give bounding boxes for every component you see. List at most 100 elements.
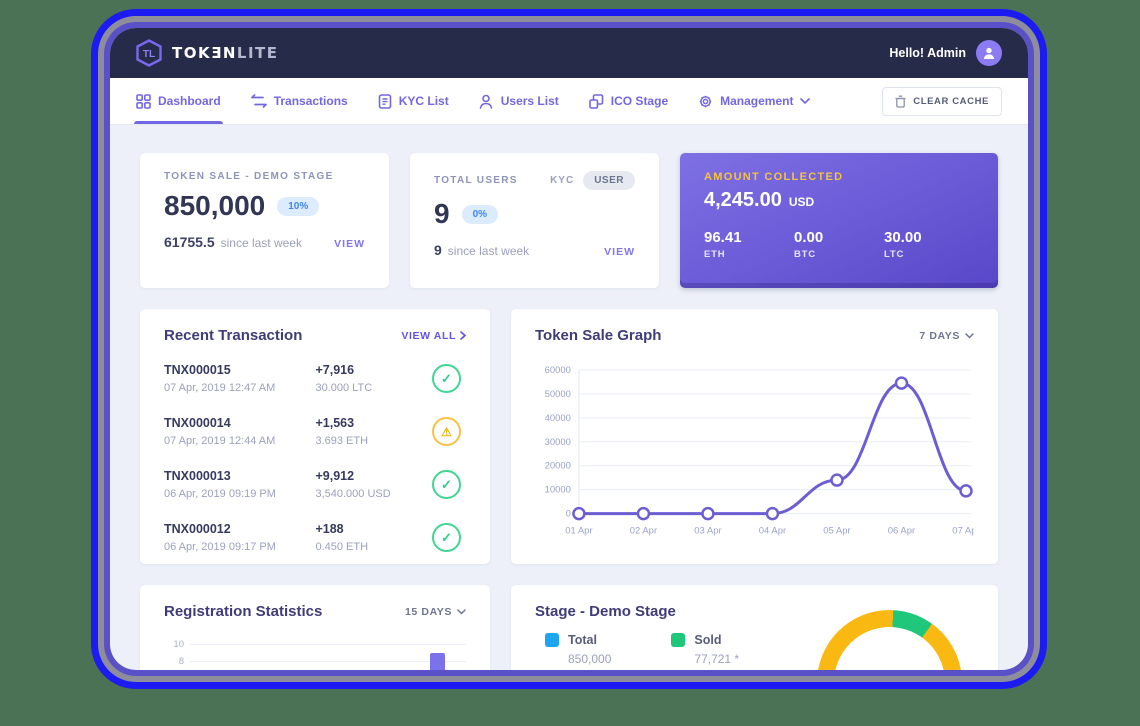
token-sale-line-chart: 0 10000 20000 30000 40000 50000 60000 01 Apr 02 … <box>535 354 974 554</box>
svg-text:02 Apr: 02 Apr <box>630 526 657 537</box>
tx-sub: 30.000 LTC <box>315 382 373 394</box>
svg-text:05 Apr: 05 Apr <box>823 526 850 537</box>
nav-label: Dashboard <box>158 94 221 108</box>
stat-cards-row: TOKEN SALE - DEMO STAGE 850,000 10% 6175… <box>140 153 998 288</box>
nav-label: KYC List <box>398 94 449 108</box>
svg-text:30000: 30000 <box>545 437 571 448</box>
nav-tab-users-list[interactable]: Users List <box>479 78 559 124</box>
total-users-value: 9 <box>434 198 450 229</box>
delta-caption: since last week <box>220 236 302 250</box>
view-link[interactable]: VIEW <box>604 246 635 258</box>
amount-collected-card: AMOUNT COLLECTED 4,245.00 USD 96.41 ETH … <box>680 153 998 288</box>
nav-tab-management[interactable]: Management <box>698 78 811 124</box>
svg-text:06 Apr: 06 Apr <box>888 526 915 537</box>
nav-label: ICO Stage <box>610 94 669 108</box>
tx-id: TNX000014 <box>164 416 231 430</box>
btc-value: 0.00 <box>794 229 824 246</box>
legend-label: Total <box>568 633 597 647</box>
panel-title: Recent Transaction <box>164 327 303 344</box>
recent-transactions-panel: Recent Transaction VIEW ALL TNX000015 07 … <box>140 309 490 564</box>
svg-text:07 Apr: 07 Apr <box>952 526 974 537</box>
tx-amount: +188 <box>315 522 344 536</box>
chevron-down-icon <box>800 98 811 104</box>
total-swatch <box>545 633 559 647</box>
avatar[interactable] <box>976 40 1002 66</box>
nav-tab-ico-stage[interactable]: ICO Stage <box>588 78 669 124</box>
ltc-value: 30.00 <box>884 229 922 246</box>
toggle-user[interactable]: USER <box>583 171 635 190</box>
eth-value: 96.41 <box>704 229 742 246</box>
crypto-breakdown: 96.41 ETH 0.00 BTC 30.00 LTC <box>704 229 974 260</box>
gridline: 8 <box>179 656 466 667</box>
legend-label: Sold <box>694 633 722 647</box>
registration-bar-chart: 10 8 <box>164 636 466 670</box>
chevron-right-icon <box>460 331 466 340</box>
svg-text:04 Apr: 04 Apr <box>759 526 786 537</box>
transaction-row[interactable]: TNX000015 07 Apr, 2019 12:47 AM +7,916 30.0… <box>164 352 466 405</box>
view-all-link[interactable]: VIEW ALL <box>401 330 466 342</box>
tx-id: TNX000012 <box>164 522 231 536</box>
stage-legend: Total 850,000 Sold 77,721 * <box>545 633 974 666</box>
stage-panel: Stage - Demo Stage Total 850,000 Sold <box>511 585 998 670</box>
svg-text:0: 0 <box>566 509 571 520</box>
card-label: AMOUNT COLLECTED <box>704 171 844 183</box>
tx-date: 06 Apr, 2019 09:19 PM <box>164 488 276 500</box>
svg-text:03 Apr: 03 Apr <box>694 526 721 537</box>
token-sale-card: TOKEN SALE - DEMO STAGE 850,000 10% 6175… <box>140 153 389 288</box>
tx-sub: 3,540.000 USD <box>315 488 391 500</box>
transaction-row[interactable]: TNX000013 06 Apr, 2019 09:19 PM +9,912 3,54… <box>164 458 466 511</box>
transactions-list: TNX000015 07 Apr, 2019 12:47 AM +7,916 30.0… <box>164 352 466 564</box>
legend-value: 77,721 * <box>694 652 740 666</box>
tx-id: TNX000013 <box>164 469 231 483</box>
clear-cache-label: CLEAR CACHE <box>913 95 989 107</box>
total-users-card: TOTAL USERS KYC USER 9 0% 9 since last w… <box>410 153 659 288</box>
dashboard-window: TL TOKƎNLITE Hello! Admin Dashboard <box>110 28 1028 670</box>
delta-caption: since last week <box>447 244 530 258</box>
nav-tab-transactions[interactable]: Transactions <box>250 78 348 124</box>
clear-cache-button[interactable]: CLEAR CACHE <box>882 86 1002 116</box>
tokenlite-hexagon-icon: TL <box>136 39 162 67</box>
nav-tab-kyc-list[interactable]: KYC List <box>378 78 449 124</box>
legend-item-sold: Sold 77,721 * <box>671 633 739 666</box>
nav-label: Users List <box>500 94 559 108</box>
management-gear-icon <box>699 94 712 108</box>
panel-title: Registration Statistics <box>164 603 323 620</box>
eth-unit: ETH <box>704 249 726 260</box>
tx-date: 07 Apr, 2019 12:44 AM <box>164 435 276 447</box>
svg-text:40000: 40000 <box>545 413 571 424</box>
sold-swatch <box>671 633 686 647</box>
legend-item-total: Total 850,000 <box>545 633 611 666</box>
token-sale-value: 850,000 <box>164 190 266 221</box>
tx-amount: +1,563 <box>315 416 355 430</box>
tx-sub: 3.693 ETH <box>315 435 369 447</box>
brand-logo[interactable]: TL TOKƎNLITE <box>136 39 279 67</box>
nav-label: Management <box>720 94 794 108</box>
legend-value: 850,000 <box>568 652 612 666</box>
chevron-down-icon <box>965 332 974 339</box>
panel-title: Token Sale Graph <box>535 327 662 344</box>
tx-date: 06 Apr, 2019 09:17 PM <box>164 541 276 553</box>
panel-title: Stage - Demo Stage <box>535 603 676 620</box>
svg-text:20000: 20000 <box>545 461 571 472</box>
toggle-kyc[interactable]: KYC <box>550 175 575 186</box>
tx-date: 07 Apr, 2019 12:47 AM <box>164 382 276 394</box>
token-sale-graph-panel: Token Sale Graph 7 DAYS 0 10000 20000 30000… <box>511 309 998 564</box>
transactions-swap-icon <box>250 94 267 108</box>
tx-sub: 0.450 ETH <box>315 541 369 553</box>
user-menu[interactable]: Hello! Admin <box>889 40 1002 66</box>
success-check-icon: ✓ <box>432 470 461 499</box>
trash-icon <box>895 95 906 108</box>
y-tick-label: 8 <box>178 656 184 667</box>
amount-value: 4,245.00 <box>704 189 782 211</box>
transaction-row[interactable]: TNX000014 07 Apr, 2019 12:44 AM +1,563 3.69… <box>164 405 466 458</box>
y-tick-label: 10 <box>173 639 184 650</box>
transaction-row[interactable]: TNX000012 06 Apr, 2019 09:17 PM +188 0.450 … <box>164 511 466 564</box>
ltc-unit: LTC <box>884 249 905 260</box>
svg-text:TL: TL <box>143 49 155 60</box>
range-selector[interactable]: 7 DAYS <box>919 330 974 342</box>
view-link[interactable]: VIEW <box>334 238 365 250</box>
range-selector[interactable]: 15 DAYS <box>405 606 466 618</box>
greeting-text: Hello! Admin <box>889 46 966 60</box>
nav-tab-dashboard[interactable]: Dashboard <box>134 78 223 124</box>
svg-text:60000: 60000 <box>545 365 571 376</box>
